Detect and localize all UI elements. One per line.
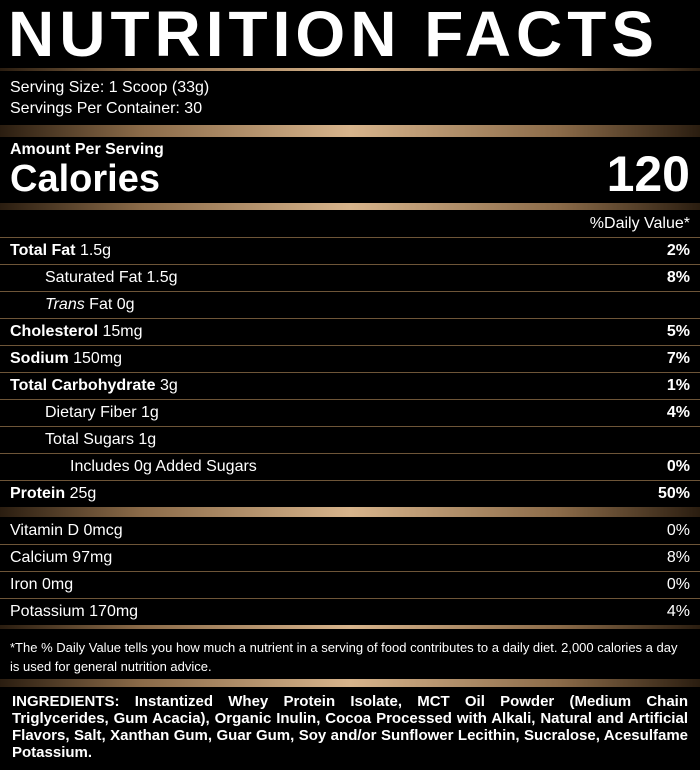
nutrient-label: Protein 25g [10,485,96,503]
nutrient-amount: 150mg [73,350,123,367]
vitamin-name: Calcium 97mg [10,549,113,566]
daily-value: 5% [666,323,690,340]
nutrient-amount: 1.5g [146,269,178,286]
nutrient-row: Total Sugars 1g [0,426,700,453]
daily-value: 0% [666,458,690,475]
nutrient-name: Total Carbohydrate [10,377,156,394]
nutrient-row: Trans Fat 0g [0,291,700,318]
title: NUTRITION FACTS [8,0,659,70]
serving-size: Serving Size: 1 Scoop (33g) [10,79,210,96]
nutrient-label: Total Carbohydrate 3g [10,377,178,395]
nutrient-name: Includes 0g Added Sugars [70,458,257,475]
amount-per-serving: Amount Per Serving [10,141,164,158]
daily-value: 4% [666,603,690,620]
vitamin-name: Potassium 170mg [10,603,139,620]
nutrient-row: Total Carbohydrate 3g 1% [0,372,700,399]
nutrient-row: Dietary Fiber 1g 4% [0,399,700,426]
vitamin-row: Vitamin D 0mcg 0% [0,517,700,544]
daily-value: 4% [666,404,690,421]
nutrient-amount: 1.5g [79,242,112,259]
vitamin-row: Potassium 170mg 4% [0,598,700,625]
nutrient-label: Saturated Fat 1.5g [10,269,178,287]
nutrient-label: Total Sugars 1g [10,431,156,449]
daily-value-header: %Daily Value* [589,215,690,232]
calories-value: 120 [606,146,690,202]
nutrient-label: Total Fat 1.5g [10,242,111,260]
nutrient-amount: 3g [159,377,178,394]
nutrient-name: Total Sugars [45,431,134,448]
daily-value: 1% [666,377,690,394]
nutrient-row: Protein 25g 50% [0,480,700,507]
nutrient-name: Protein [10,485,66,502]
daily-value: 8% [666,549,690,566]
daily-value: 8% [666,269,690,286]
nutrient-label: Sodium 150mg [10,350,122,368]
nutrient-name: Saturated Fat [45,269,142,286]
nutrient-name: Sodium [10,350,69,367]
divider [0,125,700,137]
daily-value: 7% [666,350,690,367]
daily-value: 0% [666,576,690,593]
nutrient-row: Total Fat 1.5g 2% [0,237,700,264]
vitamin-name: Vitamin D 0mcg [10,521,123,539]
serving-info: Serving Size: 1 Scoop (33g) Servings Per… [0,71,700,125]
nutrient-label: Trans Fat 0g [10,296,135,314]
nutrient-amount: 25g [69,485,97,502]
nutrient-label: Dietary Fiber 1g [10,404,159,422]
nutrient-name-italic: Trans [45,296,85,313]
nutrient-name: Fat [89,296,113,313]
nutrient-row: Sodium 150mg 7% [0,345,700,372]
daily-value: 50% [657,485,690,502]
nutrient-list: Total Fat 1.5g 2% Saturated Fat 1.5g 8% Tran… [0,237,700,507]
nutrient-amount: 0g [116,296,135,313]
nutrient-name: Cholesterol [10,323,99,340]
nutrient-name: Dietary Fiber [45,404,137,421]
divider [0,507,700,517]
divider [0,203,700,210]
vitamin-row: Iron 0mg 0% [0,571,700,598]
nutrient-amount: 15mg [102,323,143,340]
nutrient-label: Cholesterol 15mg [10,323,143,341]
footnote: *The % Daily Value tells you how much a … [10,640,678,674]
nutrient-amount: 1g [141,404,159,421]
calories-block: Amount Per Serving Calories 120 [0,137,700,203]
nutrient-row: Saturated Fat 1.5g 8% [0,264,700,291]
divider [0,625,700,629]
nutrient-name: Total Fat [10,242,76,259]
calories-label: Calories [10,158,160,200]
vitamin-list: Vitamin D 0mcg 0% Calcium 97mg 8% Iron 0mg 0%… [0,517,700,625]
ingredients: INGREDIENTS: Instantized Whey Protein Is… [12,693,688,761]
servings-per-container: Servings Per Container: 30 [10,100,203,117]
divider [0,68,700,71]
nutrient-label: Includes 0g Added Sugars [10,458,257,476]
nutrient-amount: 1g [138,431,157,448]
nutrient-row: Cholesterol 15mg 5% [0,318,700,345]
vitamin-name: Iron 0mg [10,576,74,593]
nutrient-row: Includes 0g Added Sugars 0% [0,453,700,480]
divider [0,679,700,687]
daily-value: 0% [666,521,690,539]
vitamin-row: Calcium 97mg 8% [0,544,700,571]
daily-value: 2% [666,242,690,259]
